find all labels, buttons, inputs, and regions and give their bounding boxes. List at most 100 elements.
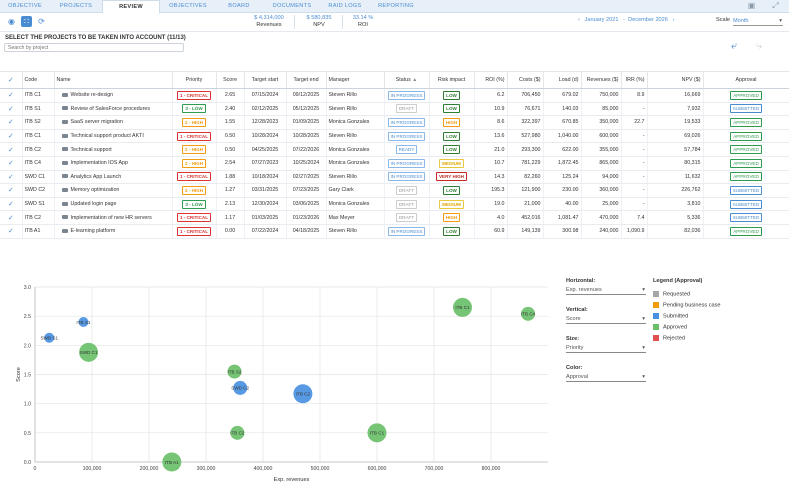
vertical-select[interactable]: Score ▾ bbox=[566, 315, 646, 324]
undo-icon[interactable]: ⤶ bbox=[731, 40, 738, 52]
next-period-icon[interactable]: › bbox=[672, 17, 675, 23]
cell-name[interactable]: Updated login page bbox=[54, 197, 173, 212]
scatter-point[interactable] bbox=[78, 317, 89, 327]
tab-raid-logs[interactable]: RAID LOGS bbox=[328, 3, 362, 9]
tab-review[interactable]: REVIEW bbox=[102, 0, 160, 14]
row-checkbox[interactable]: ✓ bbox=[0, 129, 23, 144]
scale-select[interactable]: Month ▾ bbox=[733, 16, 783, 26]
col-header[interactable]: Target start bbox=[244, 71, 287, 89]
scatter-point[interactable] bbox=[227, 364, 242, 379]
project-search-input[interactable] bbox=[4, 43, 184, 52]
scatter-point[interactable] bbox=[453, 297, 472, 317]
approval-badge[interactable]: SUBMITTED bbox=[729, 213, 763, 223]
row-checkbox[interactable]: ✓ bbox=[0, 102, 23, 117]
legend-item[interactable]: Submitted bbox=[653, 313, 688, 319]
table-row[interactable]: ✓ ITB C4 Implementation IOS App 2 - HIGH 2.5… bbox=[0, 156, 789, 171]
table-row[interactable]: ✓ SWD C1 Analytics App Launch 1 - CRITICAL 1… bbox=[0, 170, 789, 185]
col-header[interactable]: Score bbox=[216, 71, 245, 89]
col-header[interactable]: Costs ($) bbox=[507, 71, 544, 89]
row-checkbox[interactable]: ✓ bbox=[0, 183, 23, 198]
row-checkbox[interactable]: ✓ bbox=[0, 142, 23, 157]
table-row[interactable]: ✓ SWD S1 Updated login page 3 - LOW 2.13 12/3… bbox=[0, 197, 789, 212]
cell-name[interactable]: Technical support product AKTI bbox=[54, 129, 173, 144]
expand-icon[interactable]: ⤢ bbox=[772, 1, 779, 10]
cell-name[interactable]: Review of SalesForce procedures bbox=[54, 102, 173, 117]
row-checkbox[interactable]: ✓ bbox=[0, 224, 23, 239]
horizontal-select[interactable]: Exp. revenues ▾ bbox=[566, 286, 646, 295]
legend-item[interactable]: Pending business case bbox=[653, 302, 721, 308]
table-row[interactable]: ✓ ITB C1 Website re-design 1 - CRITICAL 2.65… bbox=[0, 88, 789, 103]
table-row[interactable]: ✓ ITB S1 Review of SalesForce procedures 3 … bbox=[0, 102, 789, 117]
approval-badge[interactable]: SUBMITTED bbox=[729, 104, 763, 114]
row-checkbox[interactable]: ✓ bbox=[0, 210, 23, 225]
cell-name[interactable]: Technical support bbox=[54, 142, 173, 157]
col-header[interactable]: Manager bbox=[326, 71, 385, 89]
cell-name[interactable]: Implementation IOS App bbox=[54, 156, 173, 171]
status-col-header[interactable]: Status ▲ bbox=[384, 71, 430, 89]
col-header[interactable]: IRR (%) bbox=[621, 71, 648, 89]
end-date[interactable]: December 2026 bbox=[628, 17, 668, 23]
scatter-point[interactable] bbox=[233, 380, 248, 395]
chart-view-icon[interactable]: ◉ bbox=[8, 17, 15, 26]
tab-projects[interactable]: PROJECTS bbox=[59, 3, 93, 9]
legend-item[interactable]: Approved bbox=[653, 324, 687, 330]
cell-name[interactable]: Analytics App Launch bbox=[54, 170, 173, 185]
approval-badge[interactable]: APPROVED bbox=[730, 226, 762, 236]
cell-name[interactable]: Website re-design bbox=[54, 88, 173, 103]
redo-icon[interactable]: ⤷ bbox=[756, 40, 763, 52]
tab-objectives[interactable]: OBJECTIVES bbox=[169, 3, 207, 9]
col-header[interactable]: NPV ($) bbox=[647, 71, 704, 89]
scatter-view-icon[interactable]: ∷ bbox=[21, 16, 32, 27]
approval-badge[interactable]: APPROVED bbox=[730, 172, 762, 182]
col-header[interactable]: Approval bbox=[703, 71, 789, 89]
col-header[interactable]: Load (d) bbox=[543, 71, 582, 89]
scatter-point[interactable] bbox=[44, 332, 55, 343]
size-select[interactable]: Priority ▾ bbox=[566, 344, 646, 353]
select-all-header[interactable]: ✓ bbox=[0, 71, 23, 89]
cell-name[interactable]: E-learning platform bbox=[54, 224, 173, 239]
scatter-point[interactable] bbox=[293, 384, 313, 404]
approval-badge[interactable]: APPROVED bbox=[730, 145, 762, 155]
tab-board[interactable]: BOARD bbox=[228, 3, 250, 9]
scatter-point[interactable] bbox=[367, 423, 387, 443]
refresh-icon[interactable]: ⟳ bbox=[38, 17, 45, 26]
approval-badge[interactable]: APPROVED bbox=[730, 117, 762, 127]
legend-item[interactable]: Rejected bbox=[653, 335, 685, 341]
row-checkbox[interactable]: ✓ bbox=[0, 88, 23, 103]
row-checkbox[interactable]: ✓ bbox=[0, 170, 23, 185]
tab-objective[interactable]: OBJECTIVE bbox=[8, 3, 42, 9]
tab-documents[interactable]: DOCUMENTS bbox=[272, 3, 312, 9]
table-row[interactable]: ✓ ITB S2 SaaS server migration 2 - HIGH 1.55… bbox=[0, 115, 789, 130]
table-row[interactable]: ✓ ITB C1 Technical support product AKTI 1 -… bbox=[0, 129, 789, 144]
scatter-point[interactable] bbox=[521, 306, 536, 321]
col-header[interactable]: Code bbox=[22, 71, 55, 89]
row-checkbox[interactable]: ✓ bbox=[0, 115, 23, 130]
legend-item[interactable]: Requested bbox=[653, 291, 690, 297]
start-date[interactable]: January 2021 bbox=[584, 17, 619, 23]
table-row[interactable]: ✓ SWD C2 Memory optimization 2 - HIGH 1.27 03… bbox=[0, 183, 789, 198]
sort-icon[interactable]: ▲ bbox=[412, 77, 418, 83]
col-header[interactable]: Target end bbox=[286, 71, 327, 89]
col-header[interactable]: Risk impact bbox=[429, 71, 475, 89]
table-row[interactable]: ✓ ITB C2 Implementation of new HR servers 1… bbox=[0, 210, 789, 225]
cell-name[interactable]: SaaS server migration bbox=[54, 115, 173, 130]
prev-period-icon[interactable]: ‹ bbox=[578, 17, 580, 23]
comment-icon[interactable]: ▣ bbox=[747, 1, 756, 10]
approval-badge[interactable]: SUBMITTED bbox=[729, 199, 763, 209]
cell-name[interactable]: Memory optimization bbox=[54, 183, 173, 198]
col-header[interactable]: Priority bbox=[172, 71, 217, 89]
scatter-point[interactable] bbox=[162, 452, 182, 472]
row-checkbox[interactable]: ✓ bbox=[0, 156, 23, 171]
col-header[interactable]: Revenues ($) bbox=[581, 71, 622, 89]
approval-badge[interactable]: SUBMITTED bbox=[729, 185, 763, 195]
table-row[interactable]: ✓ ITB C2 Technical support 2 - HIGH 0.50 04/2… bbox=[0, 142, 789, 157]
col-header[interactable]: Name bbox=[54, 71, 173, 89]
approval-badge[interactable]: APPROVED bbox=[730, 90, 762, 100]
scatter-point[interactable] bbox=[79, 342, 99, 362]
approval-badge[interactable]: APPROVED bbox=[730, 131, 762, 141]
color-select[interactable]: Approval ▾ bbox=[566, 373, 646, 382]
cell-name[interactable]: Implementation of new HR servers bbox=[54, 210, 173, 225]
row-checkbox[interactable]: ✓ bbox=[0, 197, 23, 212]
tab-reporting[interactable]: REPORTING bbox=[378, 3, 414, 9]
table-row[interactable]: ✓ ITB A1 E-learning platform 1 - CRITICAL 0.… bbox=[0, 224, 789, 239]
